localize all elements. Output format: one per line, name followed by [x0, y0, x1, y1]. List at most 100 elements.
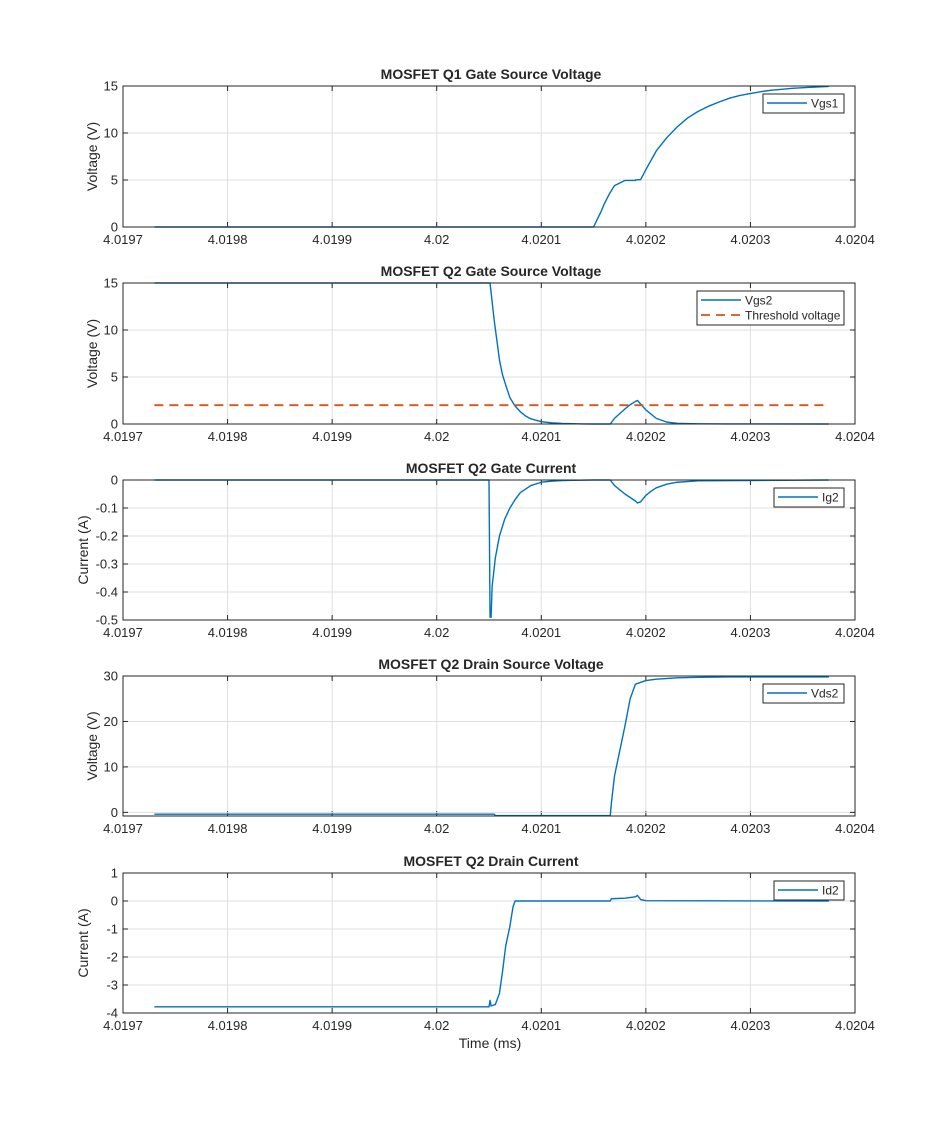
y-tick-label: 10 — [104, 323, 118, 338]
x-tick-label: 4.0197 — [103, 821, 143, 836]
y-axis-label: Voltage (V) — [84, 319, 100, 388]
chart-title: MOSFET Q2 Gate Current — [406, 460, 577, 476]
x-tick-label: 4.0203 — [731, 232, 771, 247]
legend-label: Id2 — [822, 884, 839, 898]
legend-box — [696, 290, 845, 326]
x-tick-label: 4.02 — [424, 232, 449, 247]
chart-title: MOSFET Q1 Gate Source Voltage — [381, 66, 602, 82]
x-tick-label: 4.0198 — [208, 1018, 248, 1033]
y-tick-label: -3 — [106, 978, 118, 993]
axes-box — [122, 85, 856, 228]
y-tick-label: 15 — [104, 79, 118, 94]
y-tick-label: 15 — [104, 276, 118, 291]
chart-panel-5: 4.0197 4.0198 4.0199 4.02 4.0201 4.0202 4.0203… — [75, 853, 875, 1033]
x-tick-label: 4.0197 — [103, 232, 143, 247]
legend-label: Vgs1 — [811, 97, 839, 111]
legend-label: Threshold voltage — [745, 309, 841, 323]
x-tick-label: 4.02 — [424, 625, 449, 640]
x-tick-label: 4.0198 — [208, 232, 248, 247]
y-tick-label: 0 — [111, 805, 118, 820]
y-tick-label: 0 — [111, 417, 118, 432]
x-tick-label: 4.0197 — [103, 1018, 143, 1033]
x-tick-label: 4.0197 — [103, 625, 143, 640]
x-tick-label: 4.0202 — [626, 821, 666, 836]
x-tick-label: 4.0202 — [626, 625, 666, 640]
x-tick-label: 4.02 — [424, 1018, 449, 1033]
y-tick-label: 0 — [111, 220, 118, 235]
figure-xlabel: Time (ms) — [459, 1035, 521, 1051]
y-axis-label: Current (A) — [75, 515, 91, 584]
series-line-id2 — [154, 894, 829, 1008]
chart-panel-1: 4.0197 4.0198 4.0199 4.02 4.0201 4.0202 4.0203… — [84, 66, 875, 247]
axes-box — [122, 872, 856, 1014]
chart-panel-3: 4.0197 4.0198 4.0199 4.02 4.0201 4.0202 4.0203… — [75, 460, 875, 640]
x-tick-label: 4.0202 — [626, 232, 666, 247]
y-tick-label: 0 — [111, 894, 118, 909]
x-tick-label: 4.0203 — [731, 821, 771, 836]
legend-label: Vgs2 — [745, 294, 773, 308]
x-tick-label: 4.0199 — [312, 625, 352, 640]
y-tick-label: -0.4 — [96, 585, 118, 600]
y-axis-label: Voltage (V) — [84, 122, 100, 191]
legend: Vds2 — [762, 683, 845, 704]
x-tick-label: 4.0202 — [626, 1018, 666, 1033]
legend: Vgs1 — [762, 93, 845, 114]
x-tick-label: 4.0199 — [312, 429, 352, 444]
y-tick-label: -0.1 — [96, 501, 118, 516]
y-tick-label: 30 — [104, 669, 118, 684]
x-tick-label: 4.0203 — [731, 1018, 771, 1033]
x-tick-label: 4.0203 — [731, 429, 771, 444]
y-axis-label: Voltage (V) — [84, 711, 100, 780]
y-tick-label: -4 — [106, 1006, 118, 1021]
chart-title: MOSFET Q2 Drain Source Voltage — [378, 656, 604, 672]
y-tick-label: 10 — [104, 126, 118, 141]
y-axis-label: Current (A) — [75, 908, 91, 977]
y-tick-label: -0.3 — [96, 557, 118, 572]
x-tick-label: 4.0198 — [208, 429, 248, 444]
x-tick-label: 4.0198 — [208, 625, 248, 640]
x-tick-label: 4.0201 — [521, 429, 561, 444]
x-tick-label: 4.0198 — [208, 821, 248, 836]
chart-panel-2: 4.0197 4.0198 4.0199 4.02 4.0201 4.0202 4.0203… — [84, 263, 875, 444]
x-tick-label: 4.0204 — [835, 821, 875, 836]
axes-box — [122, 675, 856, 817]
axes-box — [122, 479, 856, 621]
x-tick-label: 4.0203 — [731, 625, 771, 640]
x-tick-label: 4.02 — [424, 821, 449, 836]
x-tick-label: 4.0199 — [312, 1018, 352, 1033]
y-tick-label: 5 — [111, 173, 118, 188]
y-tick-label: 1 — [111, 866, 118, 881]
y-tick-label: -0.2 — [96, 529, 118, 544]
y-tick-label: 0 — [111, 473, 118, 488]
y-tick-label: 10 — [104, 759, 118, 774]
x-tick-label: 4.0197 — [103, 429, 143, 444]
y-tick-label: 5 — [111, 370, 118, 385]
x-tick-label: 4.0204 — [835, 1018, 875, 1033]
legend-label: Vds2 — [811, 687, 839, 701]
series-line-vgs1 — [154, 85, 829, 228]
plot-area — [123, 873, 855, 1013]
plot-area — [123, 86, 855, 227]
y-tick-label: -1 — [106, 922, 118, 937]
chart-title: MOSFET Q2 Gate Source Voltage — [381, 263, 602, 279]
x-tick-label: 4.0204 — [835, 625, 875, 640]
y-tick-label: -0.5 — [96, 613, 118, 628]
x-tick-label: 4.0201 — [521, 625, 561, 640]
legend: Ig2 — [773, 487, 845, 508]
x-tick-label: 4.0202 — [626, 429, 666, 444]
plot-area — [123, 676, 855, 816]
y-tick-label: -2 — [106, 950, 118, 965]
x-tick-label: 4.0204 — [835, 429, 875, 444]
x-tick-label: 4.0201 — [521, 821, 561, 836]
axes-box — [122, 282, 856, 425]
x-tick-label: 4.0199 — [312, 232, 352, 247]
legend: Id2 — [773, 880, 845, 901]
x-tick-label: 4.0201 — [521, 1018, 561, 1033]
x-tick-label: 4.0201 — [521, 232, 561, 247]
x-tick-label: 4.0199 — [312, 821, 352, 836]
x-tick-label: 4.02 — [424, 429, 449, 444]
chart-title: MOSFET Q2 Drain Current — [403, 853, 578, 869]
chart-panel-4: 4.0197 4.0198 4.0199 4.02 4.0201 4.0202 4.0203… — [84, 656, 875, 836]
